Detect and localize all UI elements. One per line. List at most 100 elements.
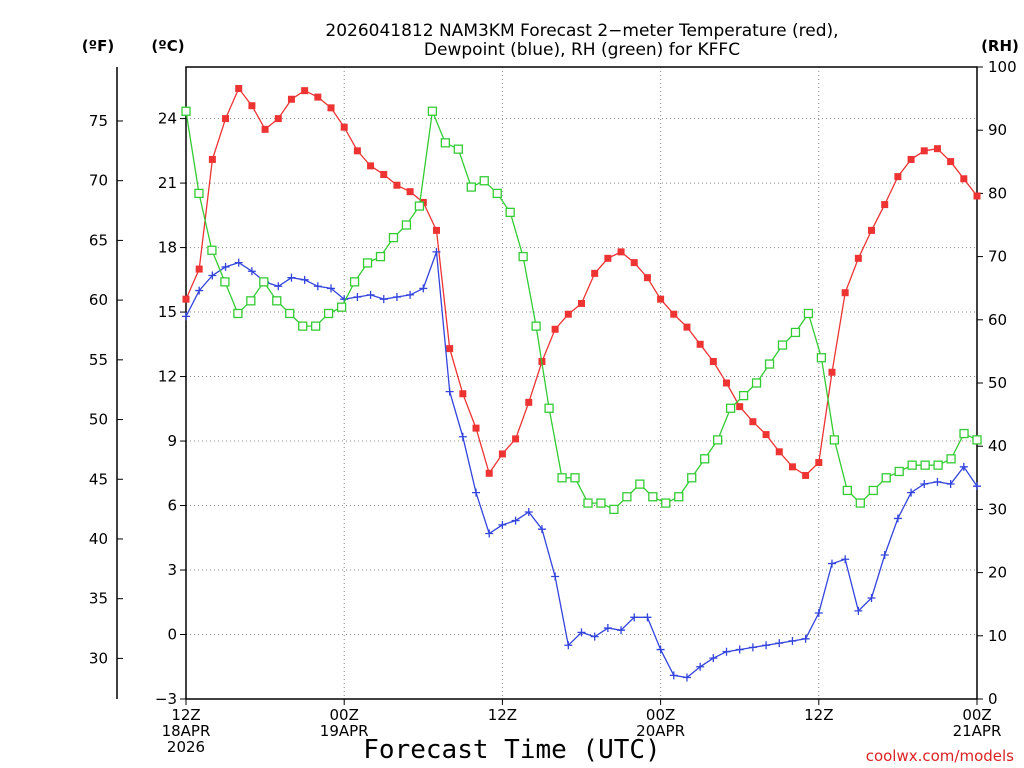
rh-marker [362, 258, 373, 268]
temperature-marker [340, 123, 348, 131]
temperature-marker [973, 192, 981, 200]
rh-marker [816, 353, 827, 363]
fahrenheit-tick-label: 45 [89, 470, 108, 488]
x-tick-label: 12Z [171, 706, 200, 724]
rh-marker [596, 498, 606, 508]
dewpoint-marker [841, 555, 850, 564]
source-credit: coolwx.com/models [866, 747, 1014, 765]
x-tick-label: 00Z [962, 706, 991, 724]
celsius-tick-label: −3 [155, 690, 177, 708]
fahrenheit-tick-label: 30 [89, 649, 108, 667]
celsius-tick-label: 3 [167, 561, 177, 579]
celsius-tick-label: 21 [158, 174, 177, 192]
temperature-marker [802, 471, 810, 479]
rh-marker [531, 321, 541, 331]
temperature-marker [512, 435, 520, 443]
celsius-unit-label: (ºC) [151, 37, 184, 55]
rh-marker [725, 403, 736, 413]
dewpoint-marker [458, 432, 467, 441]
dewpoint-marker [366, 290, 375, 299]
dewpoint-marker [788, 636, 797, 645]
rh-marker [933, 460, 943, 470]
dewpoint-marker [617, 626, 626, 635]
dewpoint-marker [946, 480, 955, 489]
celsius-tick-label: 0 [167, 626, 177, 644]
rh-marker [946, 454, 956, 464]
rh-marker [751, 378, 762, 388]
dewpoint-marker [577, 628, 586, 637]
rh-marker [518, 251, 528, 262]
dewpoint-marker [419, 284, 428, 293]
rh-tick-label: 40 [988, 437, 1007, 455]
fahrenheit-tick-label: 75 [89, 112, 108, 130]
rh-marker [285, 308, 295, 319]
fahrenheit-unit-label: (ºF) [82, 37, 114, 55]
dewpoint-marker [472, 488, 481, 497]
rh-marker [972, 435, 982, 445]
dewpoint-marker [762, 641, 771, 650]
dewpoint-marker [511, 516, 520, 525]
dewpoint-marker [590, 632, 599, 641]
rh-marker [505, 207, 515, 218]
temperature-marker [723, 379, 731, 387]
fahrenheit-tick-label: 65 [89, 231, 108, 249]
dewpoint-marker [537, 525, 546, 534]
rh-marker [311, 321, 321, 331]
series-filled-square [182, 84, 981, 479]
rh-marker [803, 308, 814, 319]
temperature-marker [564, 310, 572, 318]
temperature-marker [604, 254, 612, 262]
rh-marker [622, 492, 632, 502]
dewpoint-marker [208, 271, 217, 280]
rh-marker [609, 504, 619, 515]
rh-marker [790, 327, 801, 338]
fahrenheit-tick-label: 55 [89, 351, 108, 369]
temperature-marker [788, 463, 796, 471]
dewpoint-marker [775, 639, 784, 648]
dewpoint-marker [973, 482, 981, 491]
dewpoint-marker [485, 529, 494, 538]
dewpoint-marker [564, 641, 573, 650]
temperature-marker [907, 155, 915, 163]
rh-marker [829, 435, 840, 445]
rh-marker [246, 296, 256, 306]
temperature-marker [749, 418, 757, 426]
x-tick-label: 21APR [953, 722, 1002, 740]
dewpoint-marker [287, 273, 296, 282]
rh-marker [233, 308, 243, 319]
dewpoint-marker [406, 290, 415, 299]
rh-tick-label: 100 [988, 58, 1017, 76]
rh-marker [842, 485, 852, 496]
celsius-tick-label: 9 [167, 432, 177, 450]
rh-unit-label: (RH) [981, 37, 1019, 55]
rh-marker [674, 492, 684, 502]
temperature-marker [643, 274, 651, 282]
dewpoint-marker [234, 258, 243, 267]
temperature-marker [498, 450, 506, 458]
temperature-marker [393, 181, 401, 189]
dewpoint-marker [300, 275, 309, 284]
x-tick-label: 12Z [488, 706, 517, 724]
dewpoint-marker [630, 613, 639, 622]
rh-marker [881, 473, 891, 483]
temperature-marker [459, 390, 467, 398]
rh-marker [570, 473, 580, 483]
temperature-marker [235, 84, 243, 92]
temperature-marker [578, 299, 585, 307]
temperature-marker [841, 289, 849, 297]
temperature-marker [815, 459, 823, 467]
rh-tick-label: 60 [988, 311, 1007, 329]
chart-title-line1: 2026041812 NAM3KM Forecast 2−meter Tempe… [325, 21, 838, 41]
temperature-marker [920, 147, 928, 155]
temperature-marker [709, 358, 717, 366]
rh-marker [557, 473, 567, 483]
x-tick-label: 18APR [162, 722, 211, 740]
temperature-marker [222, 115, 230, 123]
temperature-marker [327, 104, 335, 112]
temperature-marker [683, 323, 691, 331]
celsius-tick-label: 24 [158, 110, 177, 128]
temperature-marker [301, 87, 309, 95]
dewpoint-marker [498, 520, 507, 529]
temperature-marker [380, 170, 388, 178]
